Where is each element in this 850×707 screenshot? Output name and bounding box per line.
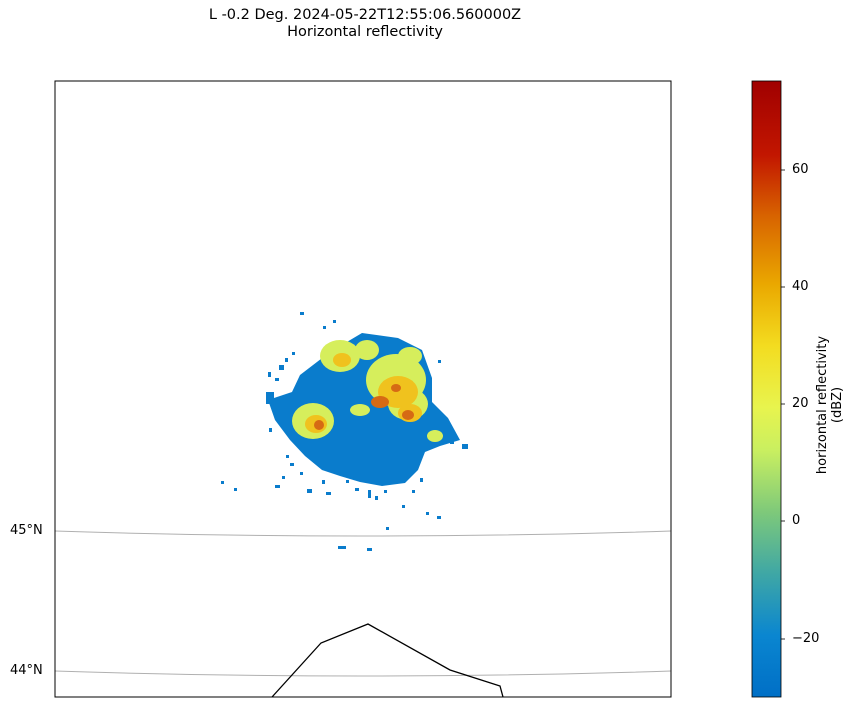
colorbar-tick-label: −20 — [792, 631, 820, 646]
colorbar-tick-label: 60 — [792, 162, 809, 177]
gridline-44n — [55, 670, 671, 677]
reflectivity-echoes — [221, 312, 468, 551]
gridline-45n — [55, 530, 671, 537]
lat-label-45n: 45°N — [10, 523, 43, 538]
echo-core-reflectivity — [314, 384, 414, 430]
echo-high-reflectivity — [305, 353, 422, 433]
chart-title-line1: L -0.2 Deg. 2024-05-22T12:55:06.560000Z — [208, 7, 522, 23]
boundary-line — [271, 623, 504, 697]
colorbar-tick-label: 0 — [792, 513, 801, 528]
lat-label-44n: 44°N — [10, 663, 43, 678]
chart-title-line2: Horizontal reflectivity — [287, 24, 443, 40]
colorbar — [751, 80, 782, 698]
map-axes-frame — [54, 80, 672, 698]
colorbar-tick-label: 20 — [792, 396, 809, 411]
colorbar-tick-label: 40 — [792, 279, 809, 294]
colorbar-label: horizontal reflectivity (dBZ) — [815, 335, 845, 475]
colorbar-ticks — [781, 169, 785, 640]
